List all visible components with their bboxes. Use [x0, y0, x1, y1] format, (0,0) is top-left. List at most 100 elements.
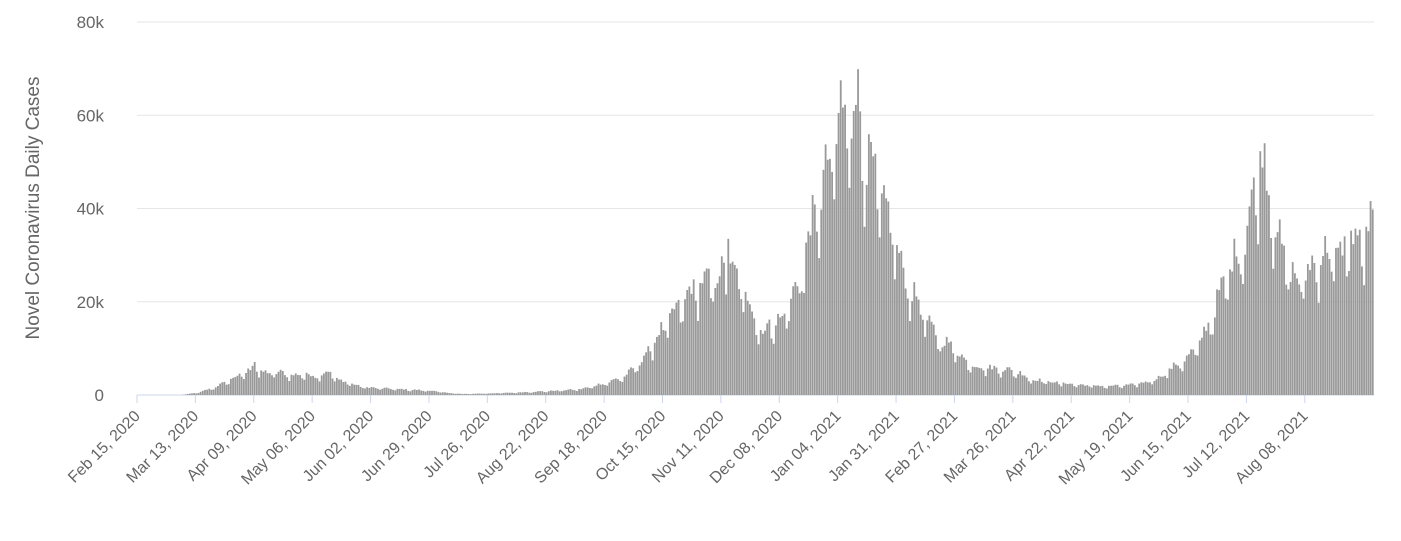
daily-case-bar[interactable]	[1138, 383, 1141, 395]
daily-case-bar[interactable]	[461, 393, 464, 395]
daily-case-bar[interactable]	[848, 187, 851, 395]
daily-case-bar[interactable]	[623, 376, 626, 395]
daily-case-bar[interactable]	[805, 242, 808, 395]
daily-case-bar[interactable]	[346, 384, 349, 395]
daily-case-bar[interactable]	[1194, 354, 1197, 395]
daily-case-bar[interactable]	[690, 293, 693, 395]
daily-case-bar[interactable]	[803, 293, 805, 395]
daily-case-bar[interactable]	[201, 390, 204, 395]
daily-case-bar[interactable]	[381, 388, 384, 395]
daily-case-bar[interactable]	[1062, 382, 1065, 395]
daily-case-bar[interactable]	[781, 315, 784, 395]
daily-case-bar[interactable]	[779, 317, 782, 395]
daily-case-bar[interactable]	[480, 393, 483, 395]
daily-case-bar[interactable]	[919, 314, 922, 395]
daily-case-bar[interactable]	[1030, 383, 1032, 395]
daily-case-bar[interactable]	[338, 379, 340, 395]
daily-case-bar[interactable]	[880, 193, 883, 395]
daily-case-bar[interactable]	[1246, 225, 1249, 395]
daily-case-bar[interactable]	[973, 367, 976, 395]
daily-case-bar[interactable]	[658, 335, 660, 395]
daily-case-bar[interactable]	[573, 390, 576, 395]
daily-case-bar[interactable]	[844, 104, 846, 396]
daily-case-bar[interactable]	[322, 373, 325, 396]
daily-case-bar[interactable]	[543, 392, 546, 395]
daily-case-bar[interactable]	[904, 288, 907, 395]
daily-case-bar[interactable]	[1175, 364, 1177, 395]
daily-case-bar[interactable]	[1285, 284, 1288, 395]
daily-case-bar[interactable]	[454, 393, 457, 395]
daily-case-bar[interactable]	[191, 393, 193, 395]
daily-case-bar[interactable]	[643, 355, 645, 395]
daily-case-bar[interactable]	[1027, 381, 1030, 395]
daily-case-bar[interactable]	[1231, 271, 1234, 395]
daily-case-bar[interactable]	[312, 375, 314, 395]
daily-case-bar[interactable]	[755, 335, 758, 395]
daily-case-bar[interactable]	[491, 393, 494, 395]
daily-case-bar[interactable]	[1293, 273, 1296, 395]
daily-case-bar[interactable]	[550, 390, 552, 395]
daily-case-bar[interactable]	[1298, 284, 1301, 395]
daily-case-bar[interactable]	[915, 296, 918, 395]
daily-case-bar[interactable]	[1358, 229, 1361, 395]
daily-case-bar[interactable]	[240, 376, 243, 395]
daily-case-bar[interactable]	[1097, 385, 1099, 395]
daily-case-bar[interactable]	[1272, 268, 1275, 395]
daily-case-bar[interactable]	[1363, 285, 1365, 395]
daily-case-bar[interactable]	[301, 378, 304, 395]
daily-case-bar[interactable]	[478, 393, 481, 395]
daily-case-bar[interactable]	[1112, 385, 1115, 395]
daily-case-bar[interactable]	[281, 371, 284, 395]
daily-case-bar[interactable]	[679, 322, 682, 395]
daily-case-bar[interactable]	[967, 369, 970, 395]
daily-case-bar[interactable]	[255, 371, 258, 395]
daily-case-bar[interactable]	[1118, 387, 1121, 395]
daily-case-bar[interactable]	[593, 386, 596, 395]
daily-case-bar[interactable]	[757, 344, 760, 395]
daily-case-bar[interactable]	[560, 391, 563, 395]
daily-case-bar[interactable]	[277, 371, 280, 395]
daily-case-bar[interactable]	[1088, 386, 1091, 395]
daily-case-bar[interactable]	[846, 148, 849, 395]
daily-case-bar[interactable]	[1337, 247, 1340, 395]
daily-case-bar[interactable]	[426, 390, 429, 395]
daily-case-bar[interactable]	[424, 391, 427, 395]
daily-case-bar[interactable]	[926, 320, 929, 395]
daily-case-bar[interactable]	[530, 392, 533, 395]
daily-case-bar[interactable]	[982, 370, 985, 395]
daily-case-bar[interactable]	[852, 110, 855, 395]
daily-case-bar[interactable]	[1222, 276, 1225, 395]
daily-case-bar[interactable]	[517, 392, 520, 395]
daily-case-bar[interactable]	[1237, 263, 1240, 395]
daily-case-bar[interactable]	[1043, 383, 1045, 395]
daily-case-bar[interactable]	[387, 388, 390, 395]
daily-case-bar[interactable]	[186, 394, 189, 395]
daily-case-bar[interactable]	[818, 258, 821, 395]
daily-case-bar[interactable]	[701, 283, 704, 395]
daily-case-bar[interactable]	[651, 360, 654, 395]
daily-case-bar[interactable]	[1064, 383, 1067, 395]
daily-case-bar[interactable]	[947, 342, 950, 395]
daily-case-bar[interactable]	[606, 385, 609, 395]
daily-case-bar[interactable]	[1038, 378, 1041, 395]
daily-case-bar[interactable]	[206, 389, 209, 395]
daily-case-bar[interactable]	[1356, 235, 1359, 395]
daily-case-bar[interactable]	[917, 299, 920, 395]
daily-case-bar[interactable]	[353, 384, 356, 395]
daily-case-bar[interactable]	[411, 390, 414, 395]
daily-case-bar[interactable]	[859, 111, 862, 396]
daily-case-bar[interactable]	[790, 298, 792, 395]
daily-case-bar[interactable]	[327, 371, 330, 395]
daily-case-bar[interactable]	[813, 204, 816, 395]
daily-case-bar[interactable]	[314, 377, 317, 395]
daily-case-bar[interactable]	[448, 393, 451, 395]
daily-case-bar[interactable]	[1291, 262, 1294, 395]
daily-case-bar[interactable]	[541, 391, 544, 395]
daily-case-bar[interactable]	[1348, 271, 1350, 395]
daily-case-bar[interactable]	[407, 390, 410, 395]
daily-case-bar[interactable]	[193, 393, 196, 395]
daily-case-bar[interactable]	[584, 387, 587, 395]
daily-case-bar[interactable]	[826, 159, 829, 395]
daily-case-bar[interactable]	[1023, 375, 1026, 395]
daily-case-bar[interactable]	[684, 299, 686, 395]
